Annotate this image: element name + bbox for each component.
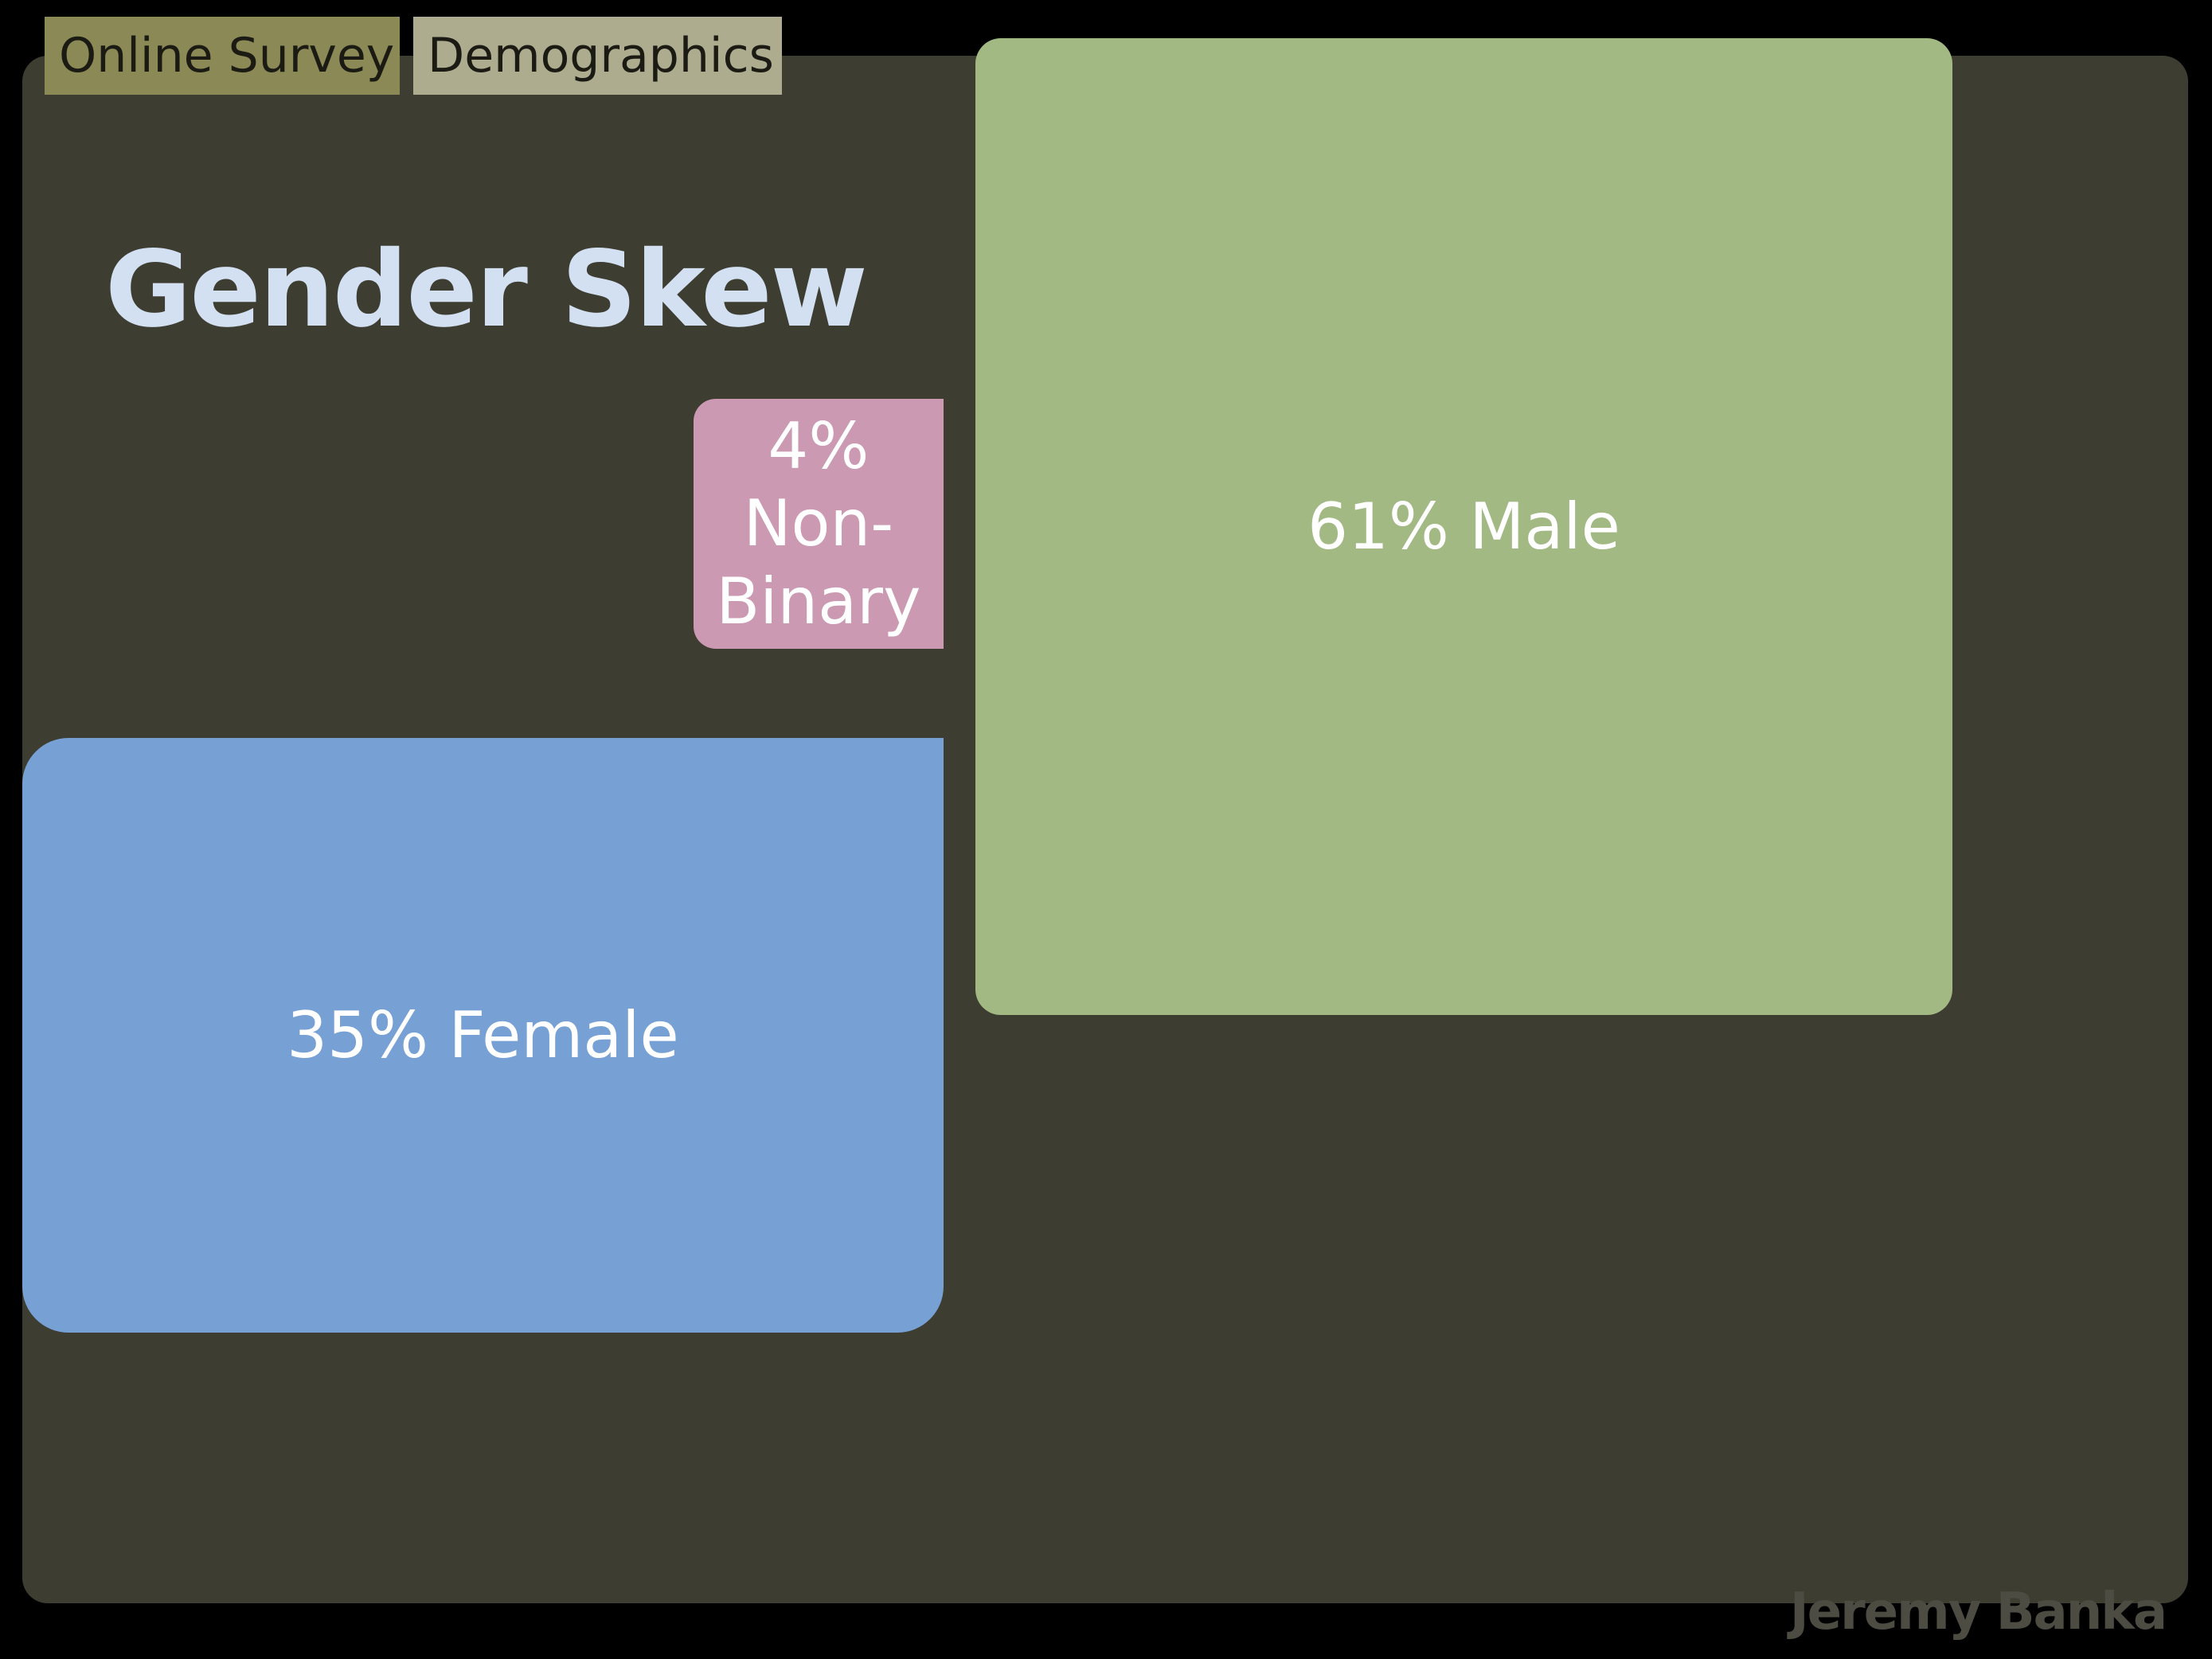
tile-male: 61% Male xyxy=(975,38,1952,1015)
tile-label-non-binary: 4% Non- Binary xyxy=(716,408,921,638)
tile-non-binary: 4% Non- Binary xyxy=(693,399,944,650)
tile-female: 35% Female xyxy=(22,738,944,1333)
author-credit: Jeremy Banka xyxy=(1789,1583,2167,1641)
tile-label-male: 61% Male xyxy=(1307,489,1620,564)
tag-demographics: Demographics xyxy=(413,17,782,95)
tag-online-survey: Online Survey xyxy=(45,17,400,95)
chart-title: Gender Skew xyxy=(105,228,868,351)
tile-label-female: 35% Female xyxy=(287,997,679,1072)
